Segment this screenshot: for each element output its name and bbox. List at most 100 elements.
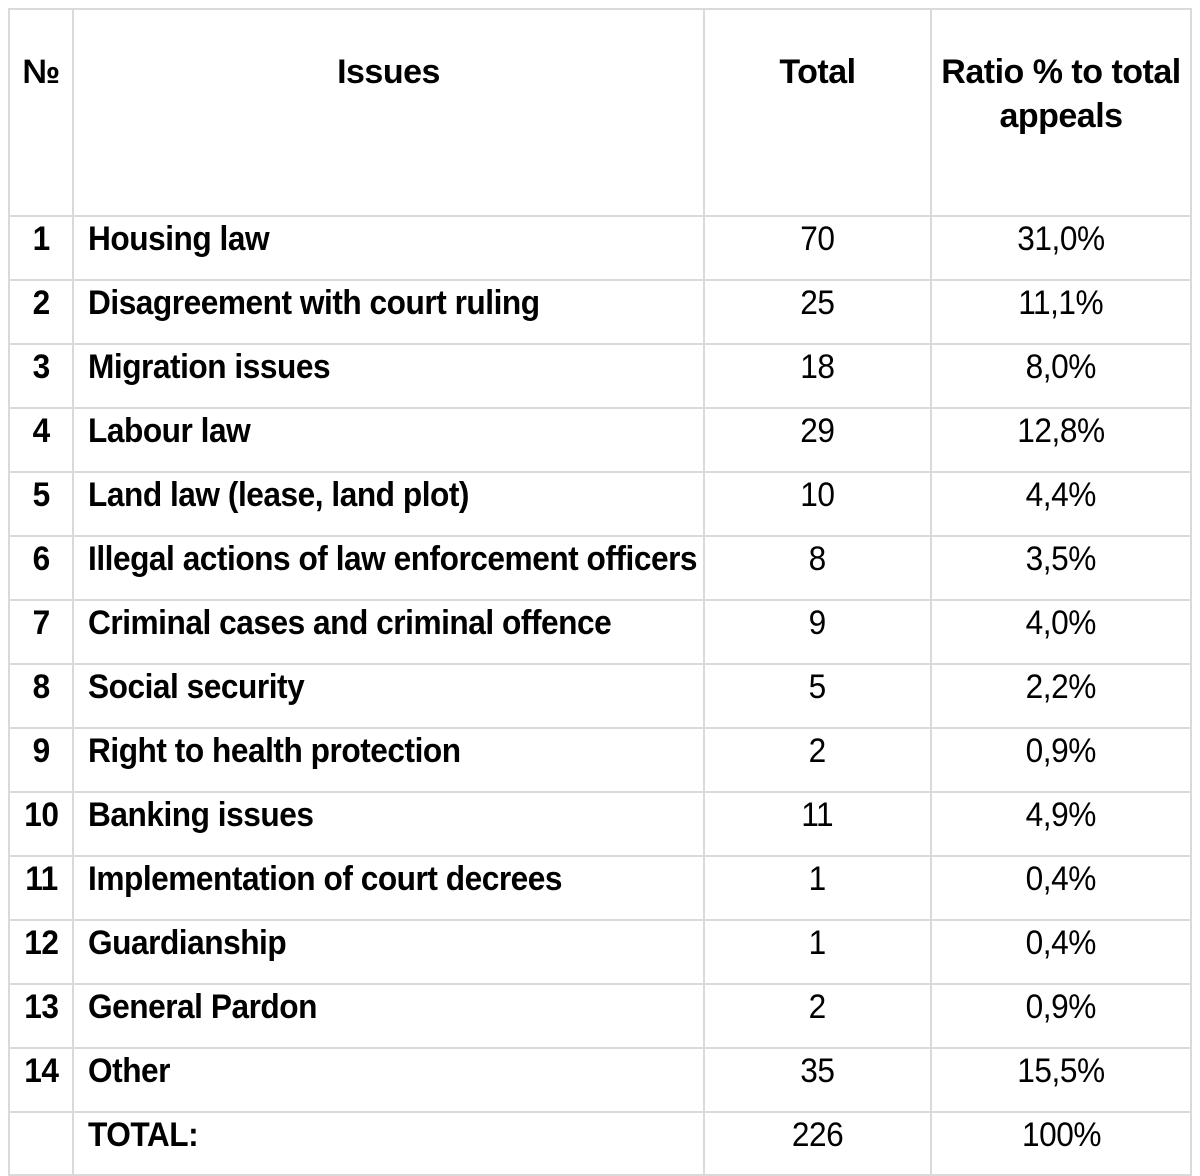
- total-row-label: TOTAL:: [88, 1116, 199, 1154]
- issue-cell: Banking issues: [72, 791, 705, 857]
- row-number: 6: [32, 540, 50, 578]
- issue-cell: Land law (lease, land plot): [72, 471, 705, 537]
- header-total: Total: [703, 8, 932, 217]
- header-issues: Issues: [72, 8, 705, 217]
- header-number-label: №: [22, 53, 60, 91]
- ratio-cell: 8,0%: [930, 343, 1192, 409]
- issue-cell: Disagreement with court ruling: [72, 279, 705, 345]
- row-number: 13: [23, 988, 59, 1026]
- issue-cell: Guardianship: [72, 919, 705, 985]
- total-value: 11: [801, 796, 834, 834]
- total-cell: 1: [703, 919, 932, 985]
- ratio-value: 0,4%: [1025, 860, 1097, 898]
- issue-label: Criminal cases and criminal offence: [88, 604, 612, 642]
- row-number-cell: 4: [8, 407, 74, 473]
- row-number: 14: [23, 1052, 59, 1090]
- ratio-value: 4,9%: [1025, 796, 1097, 834]
- table-row: 1 Housing law 70 31,0%: [8, 215, 1192, 281]
- issue-label: Other: [88, 1052, 171, 1090]
- ratio-cell: 11,1%: [930, 279, 1192, 345]
- issue-label: Housing law: [88, 220, 270, 258]
- header-number: №: [8, 8, 74, 217]
- total-value: 8: [808, 540, 827, 578]
- table-row: 13 General Pardon 2 0,9%: [8, 983, 1192, 1049]
- row-number: 11: [24, 860, 58, 898]
- issue-cell: Criminal cases and criminal offence: [72, 599, 705, 665]
- header-total-label: Total: [779, 53, 856, 91]
- ratio-cell: 4,4%: [930, 471, 1192, 537]
- total-value: 9: [808, 604, 827, 642]
- ratio-value: 31,0%: [1017, 220, 1105, 258]
- table-row: 12 Guardianship 1 0,4%: [8, 919, 1192, 985]
- ratio-value: 8,0%: [1025, 348, 1097, 386]
- total-cell: 11: [703, 791, 932, 857]
- ratio-cell: 0,9%: [930, 727, 1192, 793]
- header-ratio-label: Ratio % to total appeals: [941, 53, 1181, 135]
- issue-label: Land law (lease, land plot): [88, 476, 470, 514]
- table-header: № Issues Total Ratio % to total appeals: [8, 8, 1192, 217]
- row-number: 8: [32, 668, 50, 706]
- ratio-value: 4,4%: [1025, 476, 1097, 514]
- total-cell: 9: [703, 599, 932, 665]
- ratio-value: 2,2%: [1025, 668, 1097, 706]
- total-value: 1: [808, 924, 827, 962]
- header-issues-label: Issues: [337, 53, 440, 91]
- row-number-cell: 11: [8, 855, 74, 921]
- row-number-cell: 5: [8, 471, 74, 537]
- table-row: 9 Right to health protection 2 0,9%: [8, 727, 1192, 793]
- total-value: 1: [808, 860, 827, 898]
- appeals-issues-table: № Issues Total Ratio % to total appeals …: [8, 8, 1192, 1176]
- ratio-value: 15,5%: [1017, 1052, 1105, 1090]
- row-number: 5: [32, 476, 50, 514]
- total-row-ratio-value: 100%: [1021, 1116, 1101, 1154]
- row-number: 10: [23, 796, 59, 834]
- table-row: 6 Illegal actions of law enforcement off…: [8, 535, 1192, 601]
- row-number-cell: 3: [8, 343, 74, 409]
- row-number-cell: 6: [8, 535, 74, 601]
- total-cell: 8: [703, 535, 932, 601]
- ratio-cell: 15,5%: [930, 1047, 1192, 1113]
- total-cell: 29: [703, 407, 932, 473]
- table-row: 5 Land law (lease, land plot) 10 4,4%: [8, 471, 1192, 537]
- row-number: 9: [32, 732, 50, 770]
- table-body: 1 Housing law 70 31,0% 2 Disagreement wi…: [8, 215, 1192, 1176]
- issue-cell: Implementation of court decrees: [72, 855, 705, 921]
- ratio-cell: 2,2%: [930, 663, 1192, 729]
- issue-label: Illegal actions of law enforcement offic…: [88, 540, 698, 578]
- ratio-cell: 3,5%: [930, 535, 1192, 601]
- total-cell: 1: [703, 855, 932, 921]
- issue-cell: Migration issues: [72, 343, 705, 409]
- row-number: 4: [32, 412, 50, 450]
- ratio-value: 12,8%: [1017, 412, 1105, 450]
- header-row: № Issues Total Ratio % to total appeals: [8, 8, 1192, 217]
- issue-label: Labour law: [88, 412, 251, 450]
- ratio-value: 3,5%: [1025, 540, 1097, 578]
- total-value: 2: [808, 988, 827, 1026]
- total-cell: 35: [703, 1047, 932, 1113]
- row-number: 12: [23, 924, 59, 962]
- ratio-cell: 4,0%: [930, 599, 1192, 665]
- issue-cell: Social security: [72, 663, 705, 729]
- row-number: 2: [32, 284, 50, 322]
- issue-cell: Housing law: [72, 215, 705, 281]
- table-row: 10 Banking issues 11 4,9%: [8, 791, 1192, 857]
- total-value: 35: [800, 1052, 835, 1090]
- issue-cell: General Pardon: [72, 983, 705, 1049]
- total-cell: 2: [703, 727, 932, 793]
- row-number: 3: [32, 348, 50, 386]
- row-number-cell: 7: [8, 599, 74, 665]
- ratio-cell: 0,9%: [930, 983, 1192, 1049]
- row-number-cell: 13: [8, 983, 74, 1049]
- ratio-cell: 31,0%: [930, 215, 1192, 281]
- row-number-cell: 14: [8, 1047, 74, 1113]
- issue-cell: Other: [72, 1047, 705, 1113]
- issue-cell: Right to health protection: [72, 727, 705, 793]
- table-row: 8 Social security 5 2,2%: [8, 663, 1192, 729]
- total-value: 70: [800, 220, 835, 258]
- ratio-value: 0,9%: [1025, 732, 1097, 770]
- ratio-cell: 0,4%: [930, 855, 1192, 921]
- issue-label: Migration issues: [88, 348, 331, 386]
- table-row: 11 Implementation of court decrees 1 0,4…: [8, 855, 1192, 921]
- total-row-total-value: 226: [791, 1116, 844, 1154]
- total-cell: 70: [703, 215, 932, 281]
